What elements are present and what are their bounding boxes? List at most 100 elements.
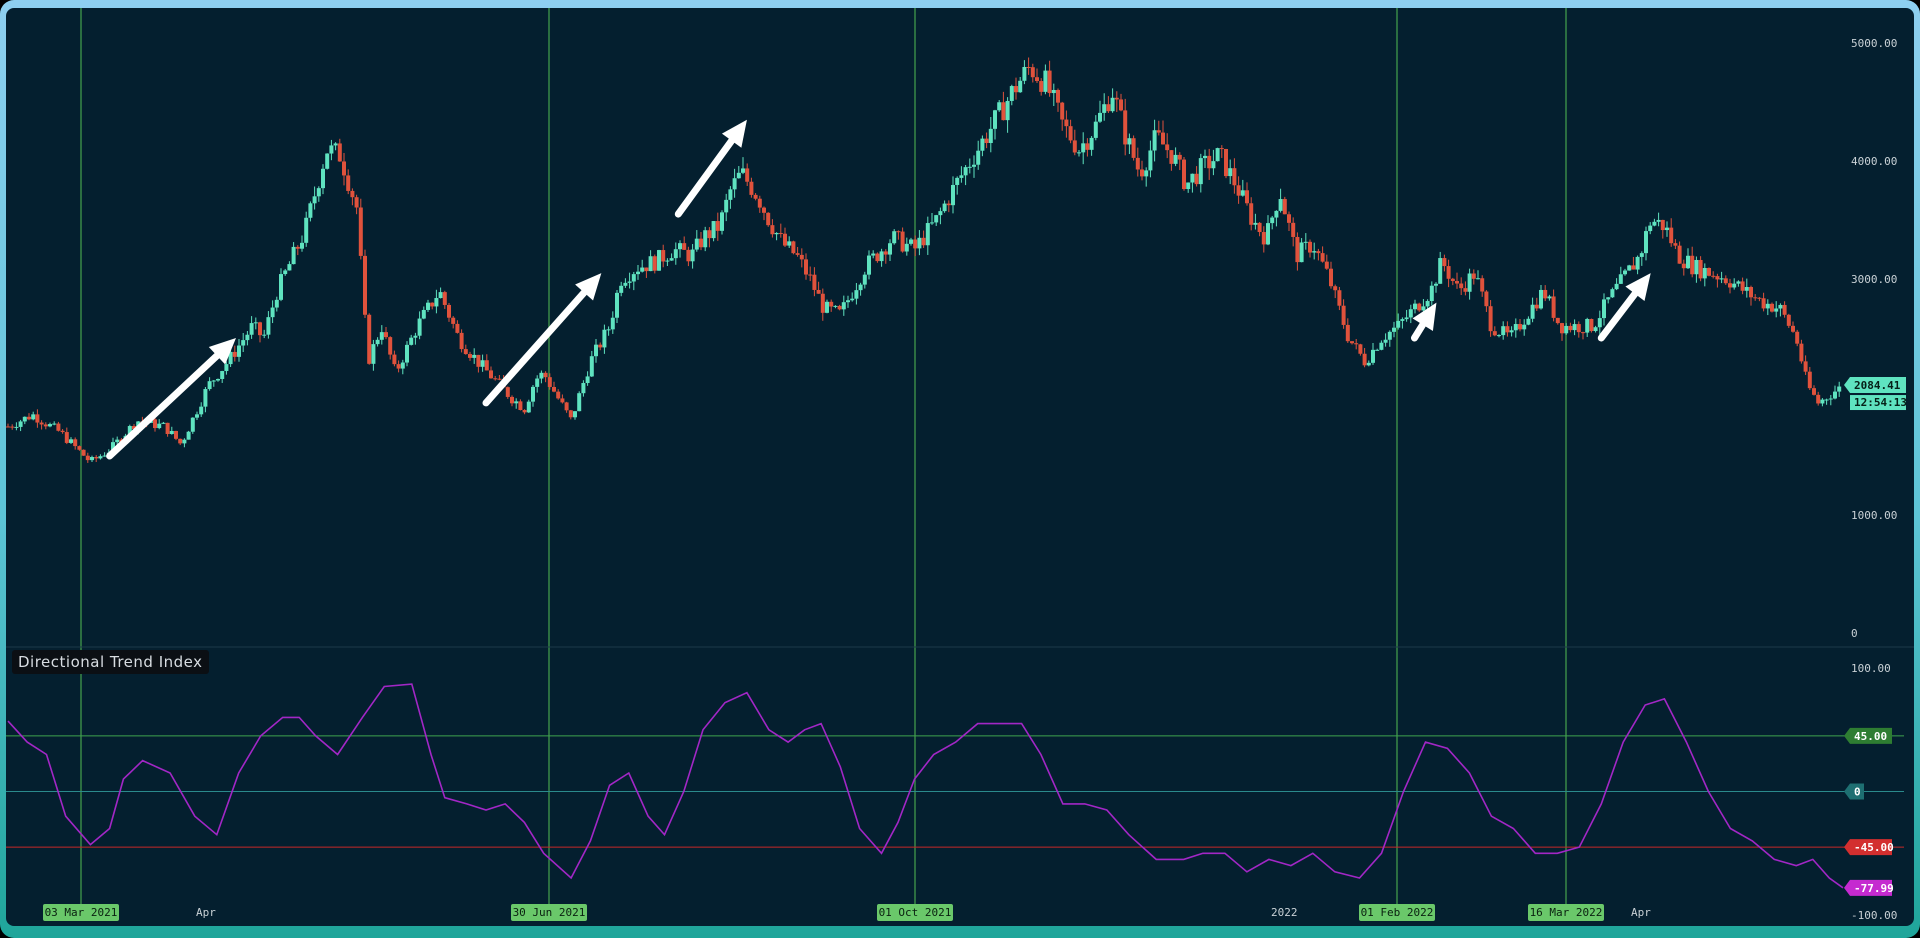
candle-body — [812, 274, 817, 290]
trend-arrow-head — [1412, 302, 1437, 332]
candle-body — [111, 442, 115, 453]
candle-body — [1492, 331, 1497, 336]
chart-svg: 5000.00 4000.00 3000.00 1000.00 0 100.00 -100.… — [6, 8, 1914, 922]
axes: 5000.00 4000.00 3000.00 1000.00 0 100.00 -100.… — [6, 37, 1914, 922]
candle-body — [1207, 155, 1212, 169]
candle-body — [892, 231, 897, 244]
candle-body — [1669, 227, 1674, 244]
candle-body — [1833, 391, 1837, 399]
candle-body — [1371, 349, 1375, 363]
candle-body — [1602, 299, 1606, 319]
candle-body — [27, 416, 31, 420]
candle-body — [211, 380, 216, 382]
candle-body — [606, 329, 611, 331]
trend-arrow-shaft — [1410, 321, 1427, 342]
candle-body — [1098, 112, 1102, 122]
candle-body — [1732, 283, 1737, 288]
candle-body — [757, 198, 762, 208]
candle-body — [367, 314, 372, 364]
candle-body — [610, 317, 615, 330]
candle-body — [1169, 150, 1174, 164]
candle-body — [1018, 80, 1023, 93]
indicator-series — [7, 683, 1844, 889]
candle-body — [392, 354, 397, 365]
candle-body — [153, 419, 157, 429]
candle-body — [476, 354, 481, 367]
candle-body — [749, 181, 754, 195]
candle-body — [904, 243, 909, 252]
candle-body — [711, 221, 716, 239]
candle-body — [1505, 326, 1510, 333]
candle-body — [871, 253, 876, 256]
candle-body — [984, 138, 989, 144]
candle-body — [1379, 342, 1384, 350]
candle-body — [1555, 317, 1560, 324]
candle-body — [552, 386, 556, 392]
candle-body — [400, 362, 405, 369]
candle-body — [81, 449, 86, 456]
trend-arrow-head — [208, 338, 237, 365]
candle-body — [190, 417, 195, 432]
candle-body — [816, 289, 821, 294]
candle-body — [505, 387, 510, 397]
candle-body — [342, 161, 346, 176]
chart-panel: 5000.00 4000.00 3000.00 1000.00 0 100.00 -100.… — [6, 8, 1914, 926]
candle-body — [1413, 303, 1417, 310]
date-tag-bg — [43, 904, 119, 921]
candle-body — [1576, 324, 1581, 333]
candle-body — [325, 153, 330, 169]
candle-body — [1228, 168, 1233, 177]
candle-body — [930, 222, 934, 224]
candle-body — [1690, 255, 1695, 275]
last-price-badge-bg — [1844, 377, 1906, 394]
candle-body — [888, 243, 892, 255]
candle-body — [60, 430, 65, 433]
price-tick-label: 1000.00 — [1851, 509, 1897, 522]
date-tag-bg — [877, 904, 953, 921]
candle-body — [1660, 219, 1665, 231]
candle-body — [1681, 263, 1686, 269]
candle-body — [1014, 86, 1018, 93]
candle-body — [447, 304, 451, 318]
candle-body — [787, 241, 792, 246]
candle-body — [564, 402, 569, 411]
candle-body — [858, 284, 863, 291]
indicator-line — [7, 683, 1844, 889]
candle-body — [682, 243, 687, 250]
candle-body — [1803, 361, 1808, 372]
candle-body — [337, 143, 342, 162]
candle-body — [379, 332, 384, 340]
candle-body — [52, 423, 57, 425]
candle-body — [1467, 273, 1472, 292]
candle-body — [14, 426, 19, 428]
level-badge-bg — [1844, 727, 1892, 744]
candle-body — [1303, 241, 1308, 243]
candle-body — [1282, 199, 1287, 215]
candle-body — [1828, 398, 1833, 400]
candle-body — [35, 414, 40, 423]
candle-body — [405, 344, 409, 363]
candle-body — [1450, 278, 1455, 282]
candle-body — [480, 360, 485, 367]
candles — [6, 57, 1842, 463]
candle-body — [665, 260, 670, 262]
candle-body — [1572, 324, 1577, 331]
time-tick-label: Apr — [196, 906, 216, 919]
candle-body — [1581, 332, 1585, 334]
candle-body — [266, 317, 271, 335]
candle-body — [598, 344, 603, 348]
candle-body — [510, 396, 514, 404]
candle-body — [1224, 149, 1228, 177]
candle-body — [1039, 81, 1044, 92]
candle-body — [1106, 104, 1111, 112]
candle-body — [1522, 324, 1527, 330]
candle-body — [182, 439, 187, 444]
candle-body — [468, 354, 472, 358]
candle-body — [631, 274, 636, 282]
candle-body — [1648, 225, 1653, 232]
candle-body — [1194, 173, 1199, 185]
candle-body — [1631, 265, 1636, 270]
candle-body — [1614, 283, 1619, 290]
candle-body — [1345, 324, 1350, 342]
candle-body — [867, 255, 871, 275]
